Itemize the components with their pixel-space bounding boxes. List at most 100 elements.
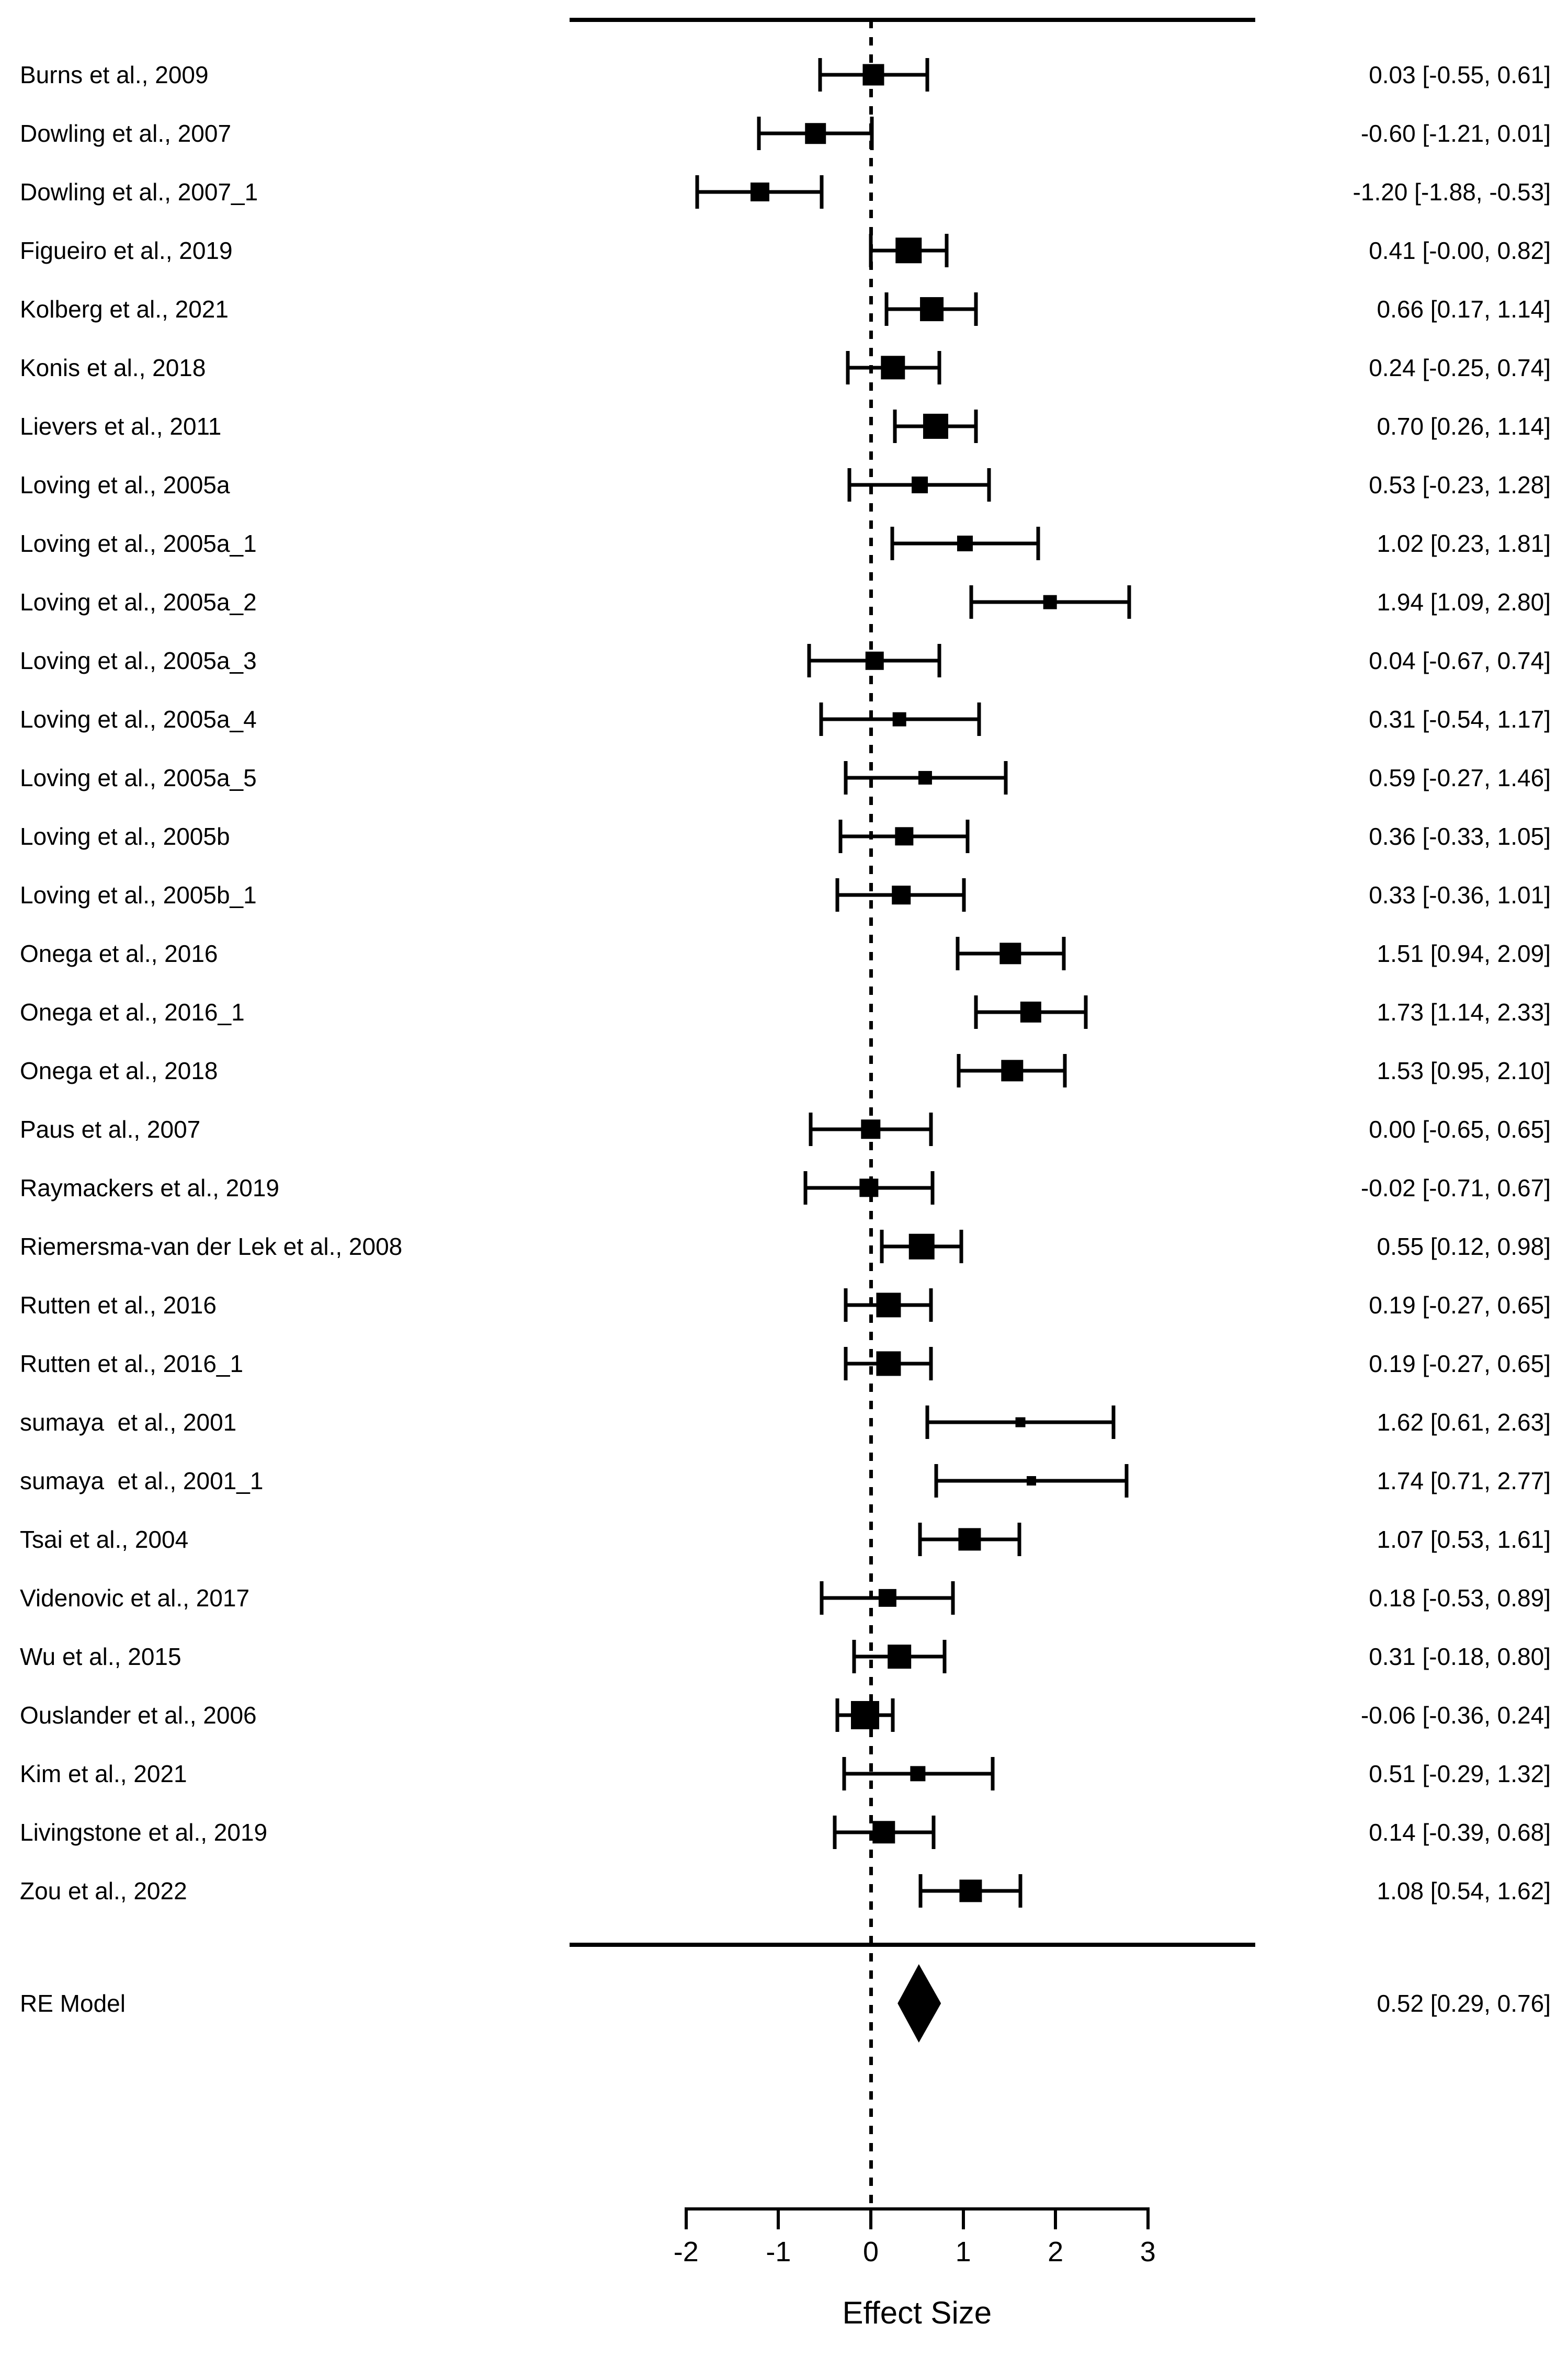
ci-cap-right [931,1816,936,1849]
ci-cap-right [1017,1523,1021,1556]
effect-size-value: 1.53 [0.95, 2.10] [1377,1057,1551,1084]
effect-size-square [859,1178,879,1197]
study-label: Loving et al., 2005a_4 [20,706,257,733]
ci-cap-left [809,1113,813,1146]
ci-cap-left [695,175,699,209]
effect-size-value: 0.03 [-0.55, 0.61] [1369,61,1551,88]
ci-cap-right [991,1757,995,1790]
ci-cap-right [974,410,978,443]
ci-cap-right [974,292,978,326]
ci-cap-left [803,1171,808,1205]
ci-cap-left [852,1640,856,1673]
effect-size-value: 0.41 [-0.00, 0.82] [1369,237,1551,264]
ci-cap-right [962,878,966,912]
ci-cap-left [807,644,811,677]
effect-size-value: 0.59 [-0.27, 1.46] [1369,764,1551,791]
effect-size-square [919,297,944,321]
ci-cap-left [957,1054,961,1087]
ci-cap-right [891,1698,895,1732]
x-tick-label: -2 [673,2236,699,2268]
summary-value: 0.52 [0.29, 0.76] [1377,1990,1551,2017]
ci-cap-right [1084,995,1088,1029]
ci-cap-left [842,1757,846,1790]
ci-cap-right [977,702,981,736]
effect-size-square [895,237,922,264]
effect-size-square [1043,595,1057,609]
effect-size-value: -0.06 [-0.36, 0.24] [1360,1702,1551,1729]
ci-cap-right [1018,1874,1022,1908]
effect-size-value: 1.94 [1.09, 2.80] [1377,588,1551,616]
ci-cap-left [974,995,978,1029]
effect-size-value: -0.02 [-0.71, 0.67] [1360,1174,1551,1201]
study-label: Loving et al., 2005a_2 [20,588,257,616]
ci-cap-right [1036,527,1040,560]
study-label: Loving et al., 2005b_1 [20,881,257,909]
study-label: Kim et al., 2021 [20,1760,187,1787]
x-tick-label: 2 [1048,2236,1064,2268]
ci-cap-right [945,234,949,267]
effect-size-square [881,356,905,380]
x-tick-mark [684,2207,688,2229]
study-label: Wu et al., 2015 [20,1643,181,1670]
study-label: Figueiro et al., 2019 [20,237,233,264]
effect-size-square [959,1879,982,1902]
study-label: Rutten et al., 2016 [20,1291,217,1319]
effect-size-square [878,1589,896,1607]
effect-size-value: 0.66 [0.17, 1.14] [1377,296,1551,323]
study-label: Raymackers et al., 2019 [20,1174,280,1201]
effect-size-square [861,1119,881,1139]
effect-size-square [1020,1001,1041,1023]
ci-cap-right [937,644,941,677]
ci-cap-right [965,820,970,853]
effect-size-value: 1.02 [0.23, 1.81] [1377,530,1551,557]
summary-diamond [897,1964,941,2043]
x-tick-mark [1054,2207,1058,2229]
effect-size-square [876,1293,901,1318]
effect-size-square [1015,1417,1026,1427]
ci-cap-left [757,117,761,150]
ci-cap-left [969,585,973,619]
ci-cap-left [847,468,851,502]
x-tick-mark [777,2207,780,2229]
study-label: Loving et al., 2005b [20,823,230,850]
ci-cap-right [937,351,941,384]
x-tick-label: 3 [1140,2236,1156,2268]
ci-cap-left [893,410,897,443]
study-label: Dowling et al., 2007_1 [20,178,258,206]
x-tick-label: 1 [955,2236,971,2268]
ci-cap-left [956,937,960,970]
ci-cap-right [1111,1405,1116,1439]
summary-label: RE Model [20,1990,126,2017]
effect-size-square [957,535,973,552]
effect-size-square [862,64,884,86]
ci-cap-right [942,1640,947,1673]
study-label: Loving et al., 2005a_1 [20,530,257,557]
ci-cap-right [959,1230,963,1263]
study-label: Onega et al., 2018 [20,1057,218,1084]
ci-cap-left [835,1698,839,1732]
effect-size-square [923,413,948,439]
effect-size-value: 0.19 [-0.27, 0.65] [1369,1350,1551,1377]
ci-cap-left [880,1230,884,1263]
study-label: Konis et al., 2018 [20,354,206,381]
x-tick-label: -1 [766,2236,791,2268]
ci-cap-right [1004,761,1008,795]
study-label: Rutten et al., 2016_1 [20,1350,244,1377]
ci-cap-left [833,1816,837,1849]
ci-cap-left [838,820,843,853]
study-label: Loving et al., 2005a_5 [20,764,257,791]
study-label: Zou et al., 2022 [20,1877,187,1904]
separator-line-bottom [570,1943,1255,1947]
ci-cap-left [846,351,850,384]
effect-size-square [1027,1476,1037,1486]
x-axis-line [686,2207,1148,2210]
effect-size-value: -1.20 [-1.88, -0.53] [1353,178,1551,206]
effect-size-value: 0.53 [-0.23, 1.28] [1369,471,1551,498]
study-label: Paus et al., 2007 [20,1116,201,1143]
ci-cap-left [819,702,823,736]
effect-size-value: 1.08 [0.54, 1.62] [1377,1877,1551,1904]
study-label: Burns et al., 2009 [20,61,209,88]
ci-cap-right [870,117,874,150]
ci-cap-right [1062,937,1066,970]
